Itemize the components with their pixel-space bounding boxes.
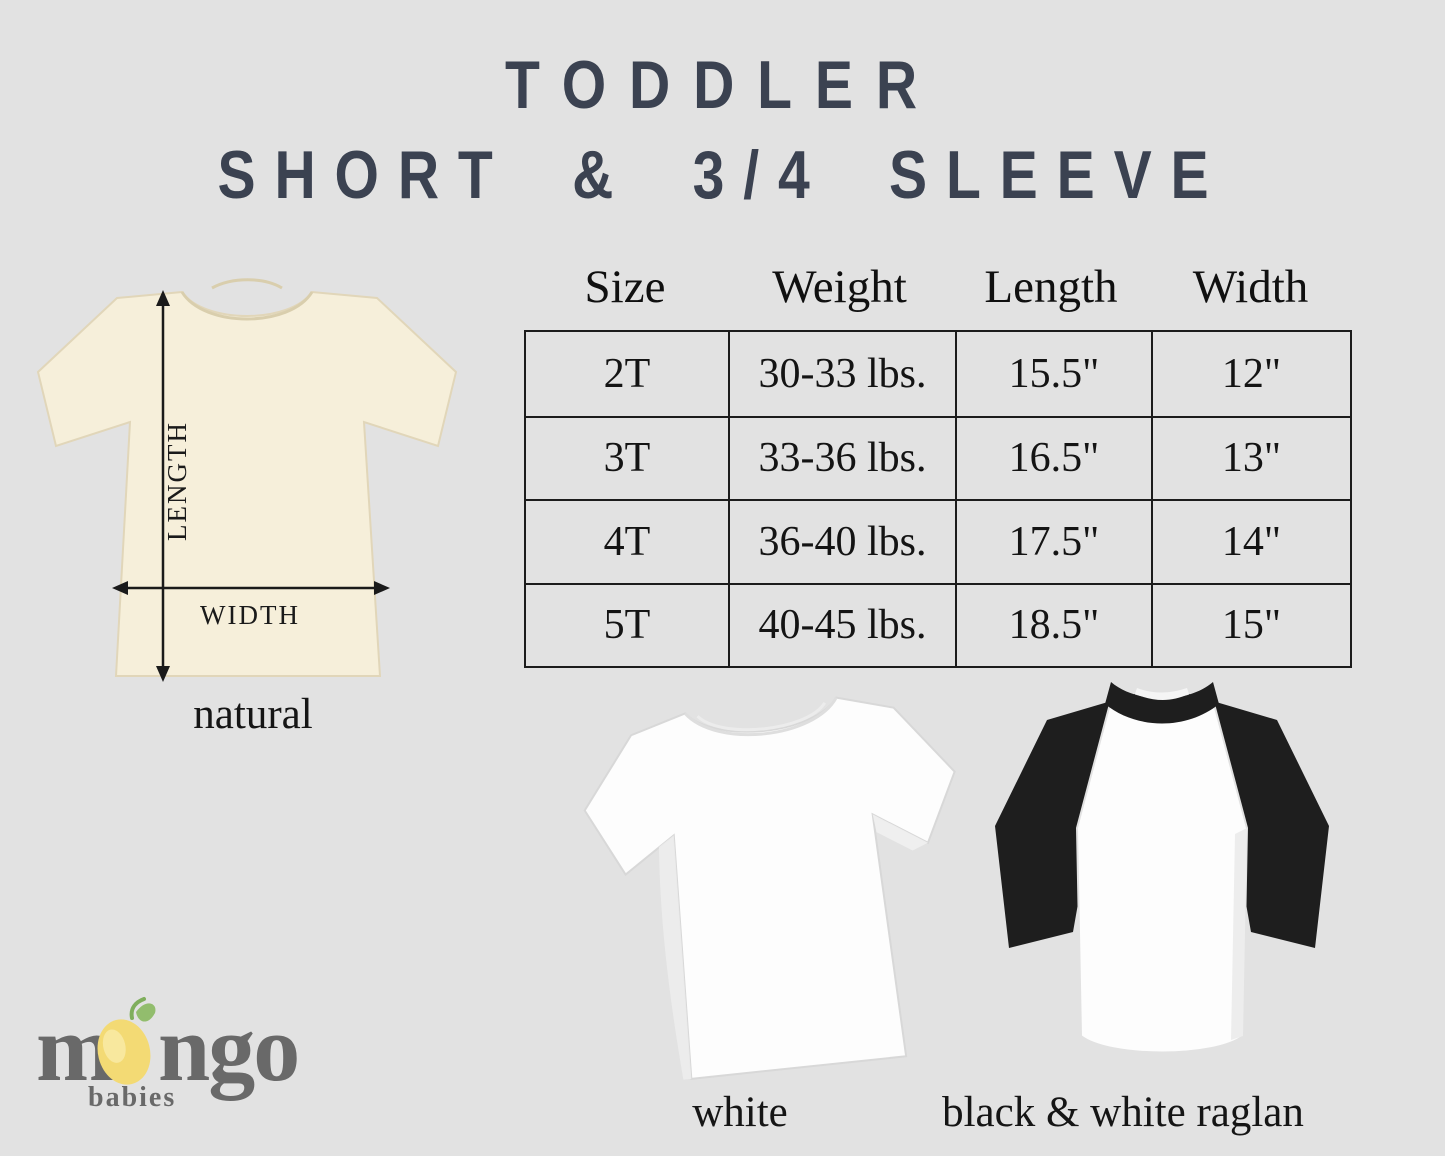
table-cell-weight: 30-33 lbs. bbox=[728, 332, 955, 416]
white-shirt-sleeve-shade bbox=[872, 814, 928, 851]
raglan-variant-label: black & white raglan bbox=[942, 1089, 1304, 1136]
white-shirt-shading bbox=[658, 835, 692, 1080]
white-shirt-body bbox=[583, 696, 956, 1080]
table-cell-weight: 40-45 lbs. bbox=[728, 582, 955, 666]
table-cell-length: 17.5" bbox=[955, 499, 1151, 583]
logo-letters-ngo: ngo bbox=[158, 997, 300, 1101]
size-table: 2T 30-33 lbs. 15.5" 12" 3T 33-36 lbs. 16… bbox=[524, 330, 1352, 668]
table-cell-size: 4T bbox=[526, 499, 728, 583]
length-label: LENGTH bbox=[162, 421, 192, 541]
column-header-width: Width bbox=[1192, 261, 1309, 313]
natural-shirt-collar bbox=[180, 291, 314, 321]
natural-shirt-diagram: LENGTH WIDTH bbox=[36, 278, 458, 682]
column-header-length: Length bbox=[984, 261, 1118, 313]
table-cell-width: 15" bbox=[1151, 582, 1350, 666]
width-arrowhead-left bbox=[112, 581, 128, 595]
white-shirt-image bbox=[583, 696, 956, 1080]
table-cell-weight: 36-40 lbs. bbox=[728, 499, 955, 583]
table-cell-length: 16.5" bbox=[955, 415, 1151, 499]
raglan-body bbox=[1075, 698, 1249, 1054]
table-cell-width: 14" bbox=[1151, 499, 1350, 583]
table-cell-width: 12" bbox=[1151, 332, 1350, 416]
width-arrowhead-right bbox=[374, 581, 390, 595]
table-cell-size: 5T bbox=[526, 582, 728, 667]
raglan-collar-inner bbox=[1135, 688, 1189, 700]
table-cell-size: 3T bbox=[526, 415, 728, 500]
length-arrowhead-bottom bbox=[156, 666, 170, 682]
table-cell-weight: 33-36 lbs. bbox=[728, 415, 955, 499]
raglan-shirt-image bbox=[995, 682, 1329, 1054]
page-title-line2: SHORT & 3/4 SLEEVE bbox=[217, 137, 1228, 213]
table-cell-width: 13" bbox=[1151, 415, 1350, 499]
raglan-body-shade bbox=[1231, 828, 1247, 1040]
page-title-line1: TODDLER bbox=[505, 47, 940, 123]
white-variant-label: white bbox=[692, 1089, 788, 1136]
natural-color-label: natural bbox=[193, 691, 313, 738]
column-header-size: Size bbox=[584, 261, 666, 313]
white-shirt-collar-inner bbox=[696, 701, 827, 732]
natural-shirt-collar-back bbox=[211, 278, 283, 290]
size-table-headers: Size Weight Length Width bbox=[524, 260, 1352, 314]
column-header-weight: Weight bbox=[772, 261, 907, 313]
table-cell-length: 15.5" bbox=[955, 332, 1151, 416]
white-shirt-collar bbox=[683, 696, 838, 737]
table-cell-length: 18.5" bbox=[955, 582, 1151, 666]
width-label: WIDTH bbox=[200, 600, 300, 630]
logo-subtext: babies bbox=[88, 1082, 177, 1113]
length-arrowhead-top bbox=[156, 290, 170, 306]
brand-logo: m ngo babies bbox=[36, 997, 336, 1142]
table-cell-size: 2T bbox=[603, 350, 651, 397]
mango-icon bbox=[97, 997, 156, 1085]
raglan-collar bbox=[1105, 682, 1219, 724]
